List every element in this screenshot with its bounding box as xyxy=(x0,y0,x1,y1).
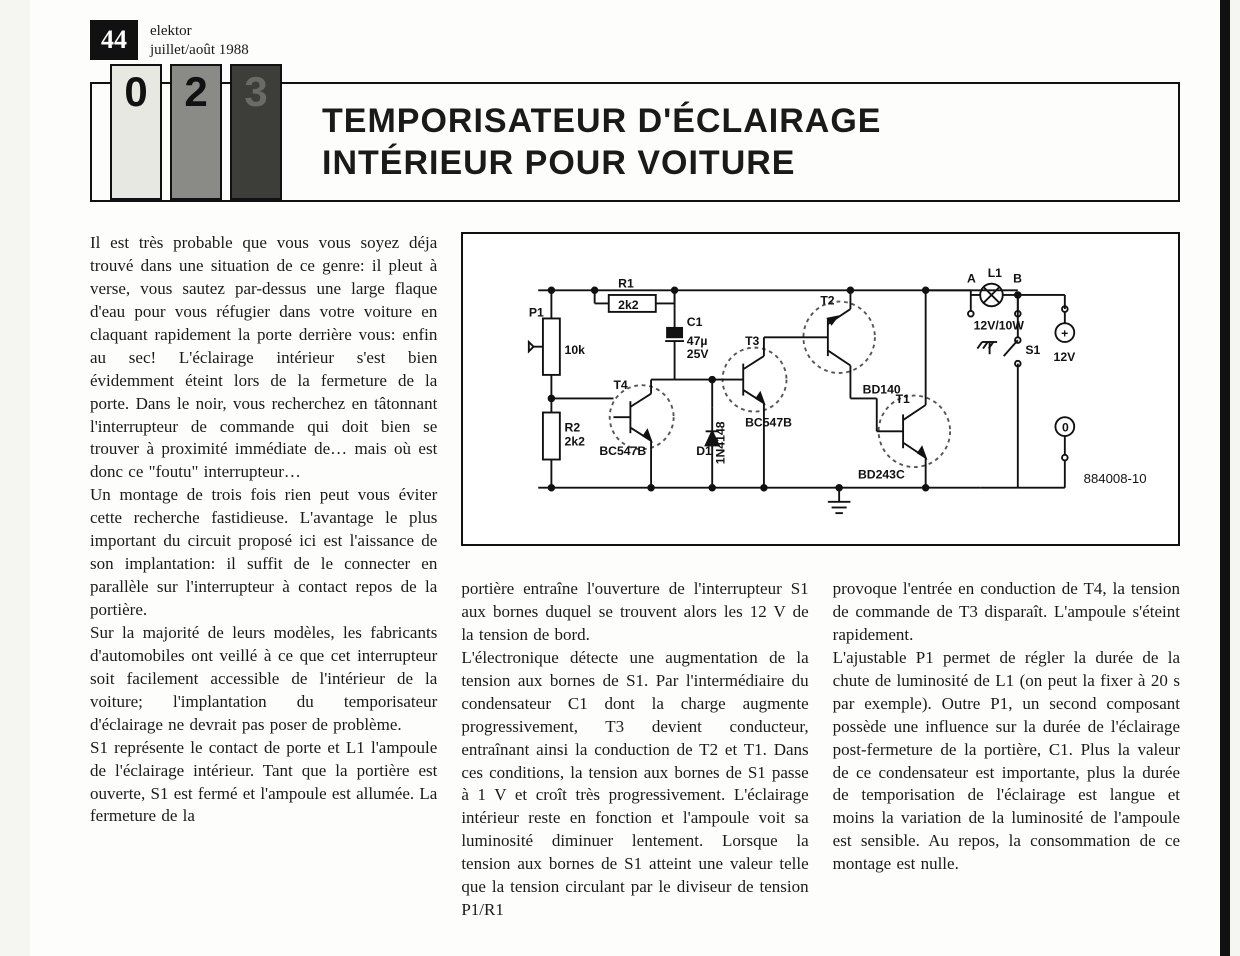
column-1: Il est très probable que vous vous soyez… xyxy=(90,232,437,922)
label-T3-type: BC547B xyxy=(745,416,792,430)
digit-1: 2 xyxy=(170,64,222,200)
label-C1: C1 xyxy=(687,315,703,329)
para-3a: provoque l'entrée en conduction de T4, l… xyxy=(833,579,1180,644)
label-T2: T2 xyxy=(821,293,835,307)
label-R1-val: 2k2 xyxy=(618,298,639,312)
label-T1-type: BD243C xyxy=(858,467,905,481)
magazine-name: elektor xyxy=(150,22,249,41)
page-header: 44 elektor juillet/août 1988 xyxy=(90,20,1220,60)
page-number: 44 xyxy=(90,20,138,60)
para-3b: L'ajustable P1 permet de régler la durée… xyxy=(833,648,1180,873)
label-12V: 12V xyxy=(1054,350,1077,364)
label-D1: D1 xyxy=(697,444,713,458)
label-S1: S1 xyxy=(1026,343,1041,357)
label-C1-val: 47µ xyxy=(687,334,708,348)
column-3: provoque l'entrée en conduction de T4, l… xyxy=(833,578,1180,922)
label-D1-type: 1N4148 xyxy=(714,421,728,464)
para-1d: S1 représente le contact de porte et L1 … xyxy=(90,738,437,826)
para-2b: L'électronique détecte une augmentation … xyxy=(461,648,808,919)
label-plus: + xyxy=(1061,326,1068,340)
magazine-meta: elektor juillet/août 1988 xyxy=(150,22,249,60)
label-L1: L1 xyxy=(988,266,1002,280)
label-P1-val: 10k xyxy=(565,343,586,357)
column-2: portière entraîne l'ouverture de l'inter… xyxy=(461,578,808,922)
magazine-page: 44 elektor juillet/août 1988 0 2 3 TEMPO… xyxy=(30,0,1230,956)
label-0: 0 xyxy=(1062,420,1069,434)
label-T4-type: BC547B xyxy=(600,444,647,458)
figure-id: 884008-10 xyxy=(1084,471,1147,486)
article-title: TEMPORISATEUR D'ÉCLAIRAGE INTÉRIEUR POUR… xyxy=(322,100,881,185)
para-1b: Un montage de trois fois rien peut vous … xyxy=(90,485,437,619)
label-C1-volt: 25V xyxy=(687,347,710,361)
label-T1: T1 xyxy=(896,392,910,406)
digit-0: 0 xyxy=(110,64,162,200)
label-R1: R1 xyxy=(618,276,634,290)
label-P1: P1 xyxy=(529,306,544,320)
label-T4: T4 xyxy=(614,378,628,392)
label-L1-rating: 12V/10W xyxy=(974,319,1025,333)
article-title-block: 0 2 3 TEMPORISATEUR D'ÉCLAIRAGE INTÉRIEU… xyxy=(90,82,1180,202)
schematic-svg: P1 10k R1 2k2 R2 xyxy=(463,234,1178,544)
title-line-1: TEMPORISATEUR D'ÉCLAIRAGE xyxy=(322,100,881,143)
label-T3: T3 xyxy=(745,334,759,348)
issue-date: juillet/août 1988 xyxy=(150,41,249,60)
article-body: Il est très probable que vous vous soyez… xyxy=(90,232,1180,922)
title-line-2: INTÉRIEUR POUR VOITURE xyxy=(322,142,881,185)
para-2a: portière entraîne l'ouverture de l'inter… xyxy=(461,579,808,644)
circuit-schematic: P1 10k R1 2k2 R2 xyxy=(461,232,1180,546)
label-L1-B: B xyxy=(1013,272,1022,286)
para-1a: Il est très probable que vous vous soyez… xyxy=(90,233,437,481)
digit-2: 3 xyxy=(230,64,282,200)
article-number-digits: 0 2 3 xyxy=(110,64,282,200)
para-1c: Sur la majorité de leurs modèles, les fa… xyxy=(90,623,437,734)
label-L1-A: A xyxy=(967,272,976,286)
label-R2: R2 xyxy=(565,420,581,434)
label-R2-val: 2k2 xyxy=(565,434,586,448)
